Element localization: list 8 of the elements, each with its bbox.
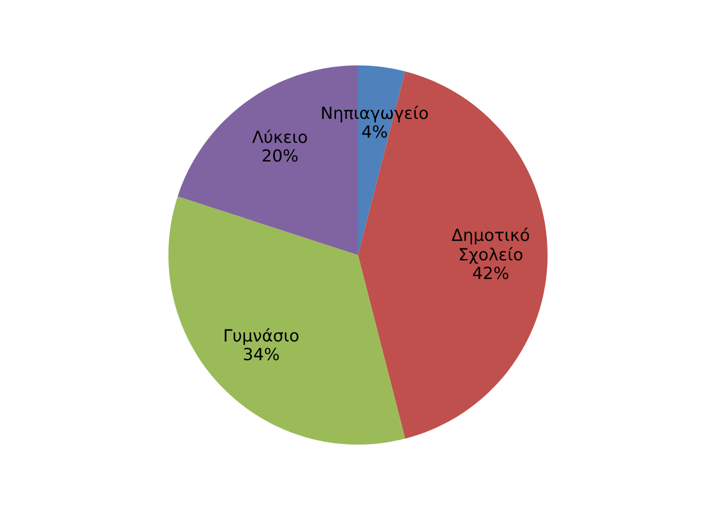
data-label: 20% — [262, 149, 298, 162]
data-label: 34% — [244, 348, 279, 360]
data-label: 4% — [362, 125, 387, 138]
slice-label: Δημοτικό Σχολείο — [452, 228, 530, 264]
slice-label: Νηπιαγωγείο — [322, 106, 428, 122]
slice-label: Γυμνάσιο — [224, 328, 298, 345]
slice-label: Λύκειο — [252, 130, 307, 144]
data-label: 42% — [473, 266, 508, 280]
